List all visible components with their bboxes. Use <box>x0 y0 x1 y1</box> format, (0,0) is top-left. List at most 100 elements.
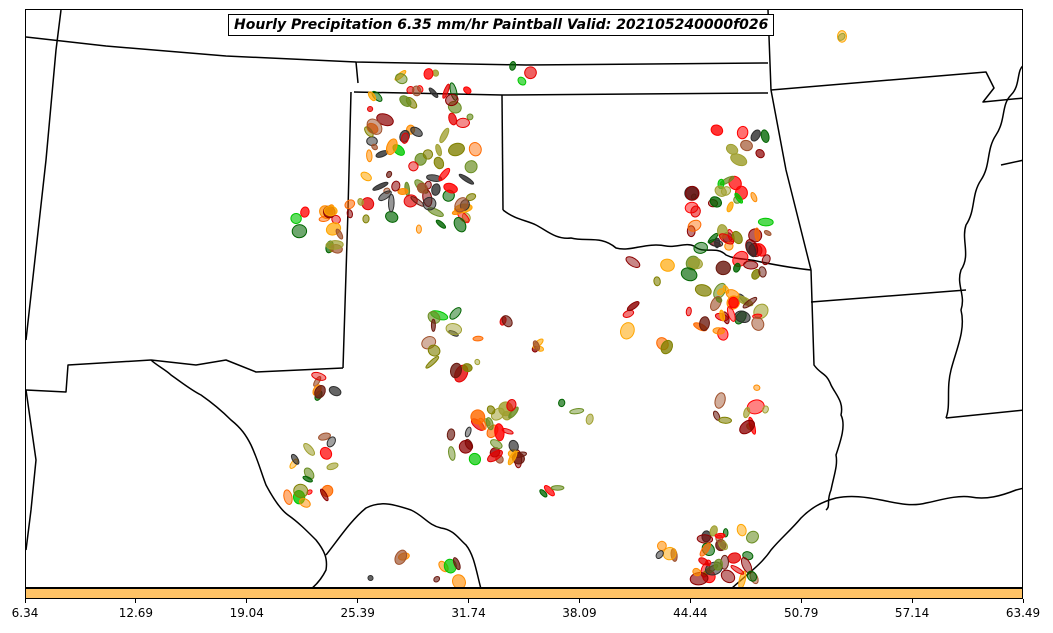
precip-contour <box>709 196 722 208</box>
precip-contour <box>463 86 472 94</box>
precip-contour <box>474 358 481 366</box>
state-border-tennessee <box>1000 159 1022 166</box>
precip-contour <box>283 489 293 505</box>
precip-contour <box>728 296 739 309</box>
precip-contour <box>466 113 474 121</box>
precip-contour <box>524 66 537 80</box>
precip-contour <box>517 76 527 86</box>
precip-contour <box>401 132 409 144</box>
precip-contour <box>717 288 725 296</box>
precip-contour <box>739 419 755 435</box>
precip-contour <box>427 344 441 357</box>
colorbar-tick-mark <box>689 599 691 603</box>
precip-contour <box>709 525 718 537</box>
precip-contour <box>449 307 462 320</box>
precip-contour <box>539 489 548 498</box>
precip-contour <box>585 413 594 425</box>
precip-contour <box>710 296 722 311</box>
precip-contour <box>725 143 739 155</box>
colorbar-tick-label: 31.74 <box>451 606 486 620</box>
precip-contour <box>452 557 461 571</box>
precip-contour <box>303 442 315 456</box>
precip-contour <box>714 237 721 249</box>
rio-grande <box>150 359 328 587</box>
precip-contour <box>386 170 393 178</box>
precip-contour <box>427 310 441 324</box>
precip-contour <box>442 83 450 99</box>
precip-contour <box>486 405 496 415</box>
precip-contour <box>376 113 394 127</box>
precip-contour <box>367 574 374 582</box>
precip-contour <box>443 182 458 194</box>
precip-contour <box>740 139 753 152</box>
state-border-red-river <box>502 209 812 271</box>
precip-contour <box>452 574 466 587</box>
precip-contour <box>458 439 473 454</box>
precip-contour <box>361 197 375 211</box>
precip-contour <box>501 315 513 328</box>
precip-contour <box>372 181 389 191</box>
colorbar-tick-label: 50.79 <box>784 606 819 620</box>
precip-contour <box>507 450 518 466</box>
precip-contour <box>699 542 711 557</box>
precip-contour <box>714 532 726 539</box>
precip-contour <box>300 206 310 218</box>
precip-contour <box>302 475 313 483</box>
precip-contour <box>714 185 727 197</box>
precip-contour <box>403 194 418 208</box>
precip-contour <box>362 214 370 224</box>
precip-contour <box>435 219 447 229</box>
precip-contour <box>693 241 708 254</box>
state-border-oklahoma-arkansas <box>767 10 812 271</box>
precip-contour <box>387 193 395 213</box>
precip-contour <box>311 371 327 381</box>
precip-contour <box>314 385 326 399</box>
precip-contour <box>430 318 436 332</box>
precip-contour <box>395 73 408 85</box>
colorbar-tick-mark <box>1022 599 1024 603</box>
precip-contour <box>758 266 767 278</box>
precip-contour <box>431 183 441 196</box>
precip-contour <box>736 523 747 537</box>
map-title: Hourly Precipitation 6.35 mm/hr Paintbal… <box>228 14 775 36</box>
precip-contour <box>727 552 742 564</box>
state-border-texas-southwest <box>150 359 344 373</box>
precip-contour <box>422 149 434 160</box>
precip-contour <box>422 196 437 211</box>
precip-contour <box>692 567 702 577</box>
arizona-border <box>26 359 152 393</box>
precip-contour <box>687 257 703 270</box>
precip-contour <box>487 449 503 463</box>
precip-contour <box>410 126 423 137</box>
precip-contour <box>837 32 846 41</box>
precip-contour <box>423 68 434 80</box>
precip-contour <box>506 398 517 412</box>
state-border-louisiana-mississippi <box>945 409 1022 419</box>
precip-contour <box>290 212 302 225</box>
precip-contour <box>411 85 422 97</box>
precip-contour <box>458 173 475 185</box>
precip-contour <box>448 112 458 126</box>
precip-contour <box>326 436 336 448</box>
precip-contour <box>472 335 484 342</box>
precip-contour <box>325 240 344 250</box>
precip-contour <box>367 105 374 113</box>
precip-contour <box>685 185 700 201</box>
precip-contour <box>718 416 732 424</box>
precip-contour <box>653 276 661 287</box>
precip-contour <box>445 93 459 107</box>
precip-contour <box>685 306 692 317</box>
precip-contour <box>750 192 758 203</box>
precip-contour <box>494 423 505 442</box>
precip-contour <box>713 558 724 571</box>
precip-contour <box>326 462 339 471</box>
precip-contour <box>448 446 456 461</box>
mississippi-river <box>945 65 1022 419</box>
precip-contour <box>454 197 469 213</box>
precip-contour <box>550 485 565 491</box>
precip-contour <box>399 95 412 107</box>
precip-contour <box>360 171 372 182</box>
precip-contour <box>313 376 322 387</box>
precip-contour <box>742 296 758 309</box>
precip-contour <box>715 260 731 276</box>
